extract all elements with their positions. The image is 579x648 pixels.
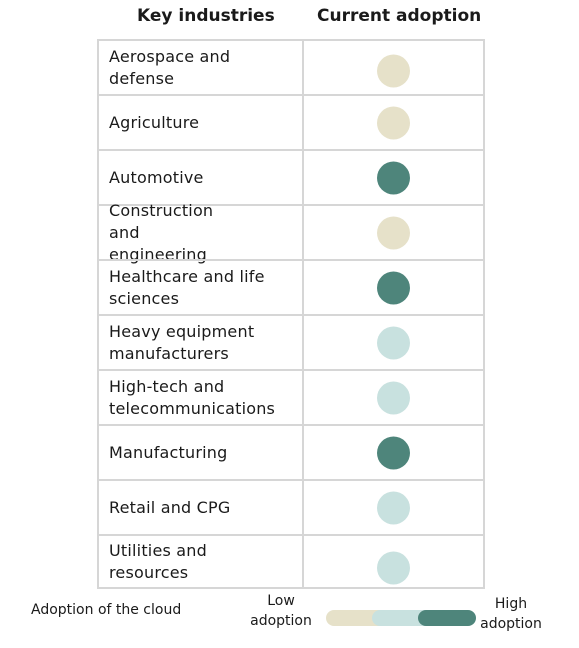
- adoption-cell: [304, 96, 485, 149]
- industry-name: High-tech and telecommunications: [97, 371, 304, 424]
- legend-high-label: High adoption: [480, 596, 542, 632]
- industry-name: Agriculture: [97, 96, 304, 149]
- adoption-table: Aerospace and defense Agriculture Automoti…: [97, 39, 485, 589]
- adoption-cell: [304, 536, 485, 587]
- adoption-dot-low: [377, 106, 410, 139]
- adoption-dot-medium: [377, 551, 410, 585]
- table-row: Manufacturing: [97, 424, 485, 479]
- adoption-dot-high: [377, 271, 410, 304]
- industry-name: Construction and engineering: [97, 201, 304, 264]
- industry-name: Aerospace and defense: [97, 41, 304, 94]
- table-row: Automotive: [97, 149, 485, 204]
- table-row: High-tech and telecommunications: [97, 369, 485, 424]
- industry-name: Automotive: [97, 151, 304, 204]
- table-row: Retail and CPG: [97, 479, 485, 534]
- adoption-dot-high: [377, 161, 410, 194]
- industry-name: Retail and CPG: [97, 481, 304, 534]
- adoption-dot-medium: [377, 326, 410, 359]
- table-row: Utilities and resources: [97, 534, 485, 589]
- adoption-cell: [304, 206, 485, 259]
- column-header-adoption: Current adoption: [317, 6, 482, 26]
- adoption-cell: [304, 426, 485, 479]
- adoption-cell: [304, 316, 485, 369]
- adoption-cell: [304, 481, 485, 534]
- table-row: Agriculture: [97, 94, 485, 149]
- column-header-industries: Key industries: [137, 6, 275, 26]
- legend-segment-high: [418, 610, 476, 626]
- table-row: Healthcare and life sciences: [97, 259, 485, 314]
- legend-low-label: Low adoption: [250, 593, 312, 629]
- table-row: Construction and engineering: [97, 201, 485, 264]
- adoption-cell: [304, 41, 485, 94]
- table-row: Aerospace and defense: [97, 39, 485, 94]
- adoption-cell: [304, 371, 485, 424]
- adoption-cell: [304, 151, 485, 204]
- adoption-dot-low: [377, 216, 410, 249]
- industry-name: Heavy equipment manufacturers: [97, 316, 304, 369]
- adoption-dot-low: [377, 54, 410, 88]
- legend-title: Adoption of the cloud: [31, 602, 182, 618]
- industry-name: Manufacturing: [97, 426, 304, 479]
- industry-name: Healthcare and life sciences: [97, 261, 304, 314]
- adoption-dot-high: [377, 436, 410, 469]
- adoption-cell: [304, 261, 485, 314]
- table-row: Heavy equipment manufacturers: [97, 314, 485, 369]
- industry-name: Utilities and resources: [97, 536, 304, 587]
- legend-gradient-bar: [326, 610, 476, 626]
- adoption-dot-medium: [377, 381, 410, 414]
- adoption-dot-medium: [377, 491, 410, 524]
